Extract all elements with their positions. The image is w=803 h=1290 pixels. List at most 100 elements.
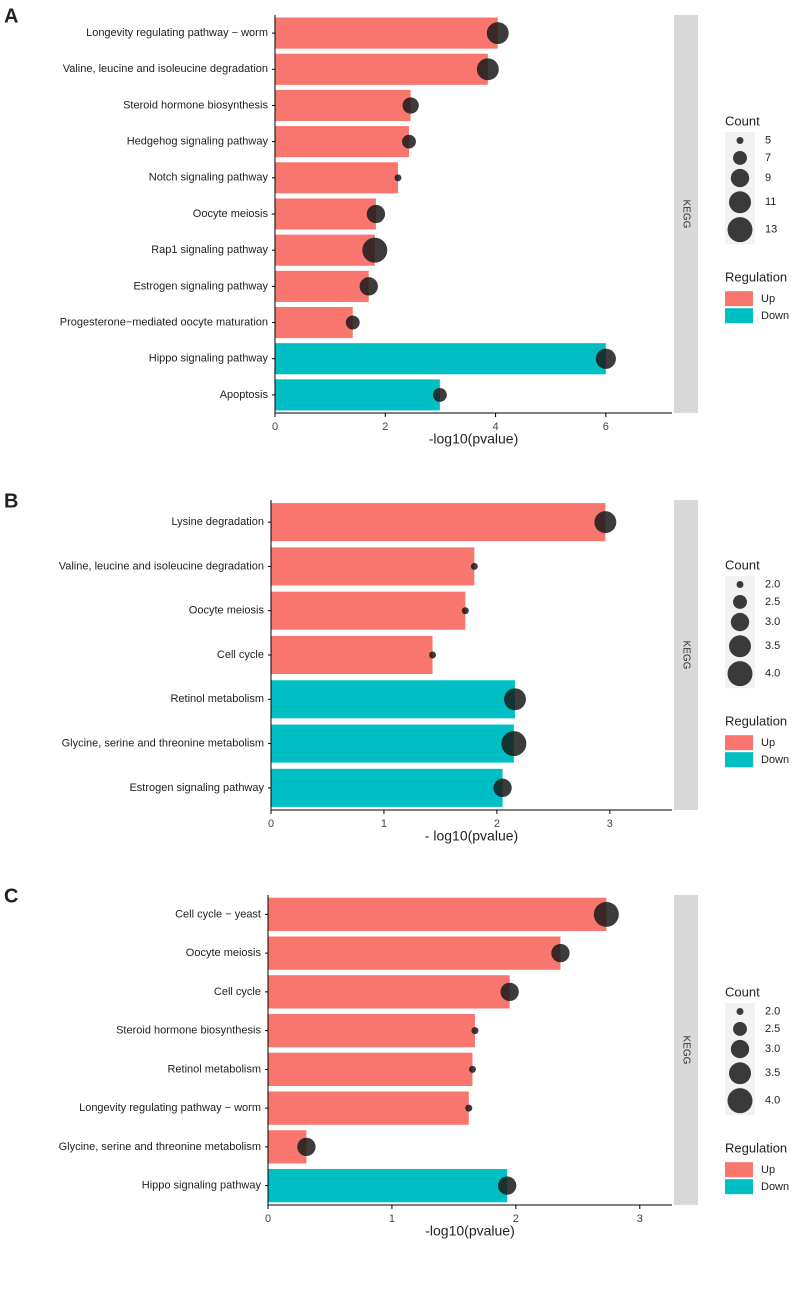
bar xyxy=(268,975,510,1009)
category-label: Longevity regulating pathway − worm xyxy=(79,1102,261,1114)
bubble xyxy=(594,511,617,534)
bubble xyxy=(595,348,616,369)
legend-label: 4.0 xyxy=(765,1095,780,1107)
x-tick-label: 0 xyxy=(265,1213,271,1225)
legend-bubble xyxy=(733,151,747,165)
bar xyxy=(275,126,409,158)
legend-bubble xyxy=(730,168,750,188)
legend-label: 5 xyxy=(765,134,771,146)
category-label: Rap1 signaling pathway xyxy=(151,244,268,256)
x-tick-label: 3 xyxy=(607,818,613,830)
bar xyxy=(268,936,561,970)
bar xyxy=(275,343,606,375)
bubble xyxy=(465,1104,473,1112)
bubble xyxy=(471,1027,479,1035)
legend-label: Down xyxy=(761,310,789,322)
bubble xyxy=(593,901,619,927)
legend-bubble xyxy=(729,1062,751,1085)
x-tick-label: 0 xyxy=(272,421,278,433)
bar xyxy=(271,635,433,675)
legend-bubble xyxy=(727,1088,753,1114)
bar xyxy=(268,897,607,932)
x-tick-label: 2 xyxy=(513,1213,519,1225)
bubble xyxy=(402,134,416,149)
bubble xyxy=(551,943,570,963)
legend-label: Up xyxy=(761,737,775,749)
bubble xyxy=(394,174,402,182)
legend-key xyxy=(725,1179,753,1195)
category-label: Hedgehog signaling pathway xyxy=(127,136,269,148)
category-label: Oocyte meiosis xyxy=(193,208,269,220)
legend-label: 3.5 xyxy=(765,640,780,652)
bar xyxy=(268,1052,473,1087)
legend-key xyxy=(725,752,753,768)
bubble xyxy=(402,97,419,114)
bar xyxy=(275,53,488,85)
category-label: Glycine, serine and threonine metabolism xyxy=(62,737,264,749)
bar xyxy=(275,306,353,339)
x-axis-title: - log10(pvalue) xyxy=(425,828,518,844)
bubble xyxy=(362,237,388,263)
legend-label: 11 xyxy=(765,196,776,208)
bubble xyxy=(297,1137,316,1157)
legend-bubble xyxy=(727,661,753,687)
x-tick-label: 2 xyxy=(494,818,500,830)
legend-bubble xyxy=(729,635,751,658)
bar xyxy=(271,680,515,719)
bar xyxy=(275,17,498,49)
x-tick-label: 2 xyxy=(382,421,388,433)
legend-key xyxy=(725,735,753,751)
legend-key xyxy=(725,1162,753,1178)
bubble xyxy=(476,58,499,81)
facet-strip xyxy=(674,500,698,810)
category-label: Valine, leucine and isoleucine degradati… xyxy=(59,560,264,572)
category-label: Glycine, serine and threonine metabolism xyxy=(59,1141,261,1153)
bubble xyxy=(432,387,447,402)
legend-label: Up xyxy=(761,1164,775,1176)
x-tick-label: 1 xyxy=(389,1213,395,1225)
bar xyxy=(271,591,466,630)
bubble xyxy=(500,982,519,1002)
legend-label: 3.0 xyxy=(765,616,780,628)
bar xyxy=(275,89,411,122)
legend-label: Up xyxy=(761,293,775,305)
bubble xyxy=(497,1176,517,1195)
bar xyxy=(275,162,398,194)
legend-label: 13 xyxy=(765,224,777,236)
bubble xyxy=(345,315,360,330)
bubble xyxy=(429,651,437,659)
panel-label: A xyxy=(4,5,18,27)
x-tick-label: 4 xyxy=(492,421,498,433)
bar xyxy=(275,270,369,302)
facet-strip-label: KEGG xyxy=(680,1036,691,1065)
category-label: Oocyte meiosis xyxy=(186,947,262,959)
bar xyxy=(275,379,440,411)
legend-label: 2.0 xyxy=(765,578,780,590)
legend-bubble xyxy=(736,1008,744,1015)
category-label: Valine, leucine and isoleucine degradati… xyxy=(63,63,268,75)
bubble xyxy=(493,778,512,798)
bar xyxy=(275,198,376,230)
category-label: Cell cycle xyxy=(214,986,261,998)
category-label: Cell cycle − yeast xyxy=(175,908,261,920)
legend-label: 4.0 xyxy=(765,668,780,680)
legend-key xyxy=(725,308,753,324)
bubble xyxy=(504,688,526,711)
bubble xyxy=(461,607,469,615)
legend-bubble xyxy=(736,137,744,144)
bar xyxy=(271,503,606,542)
panel-label: B xyxy=(4,490,18,512)
legend-label: Down xyxy=(761,1181,789,1193)
bar xyxy=(268,1013,475,1048)
legend-bubble xyxy=(730,612,750,632)
x-axis-title: -log10(pvalue) xyxy=(429,431,519,447)
legend-label: 3.5 xyxy=(765,1067,780,1079)
panel-label: C xyxy=(4,885,18,907)
category-label: Oocyte meiosis xyxy=(189,605,265,617)
category-label: Retinol metabolism xyxy=(167,1063,261,1075)
bubble xyxy=(486,22,509,45)
category-label: Steroid hormone biosynthesis xyxy=(123,99,268,111)
bar xyxy=(271,768,503,807)
legend-title: Regulation xyxy=(725,1141,787,1156)
